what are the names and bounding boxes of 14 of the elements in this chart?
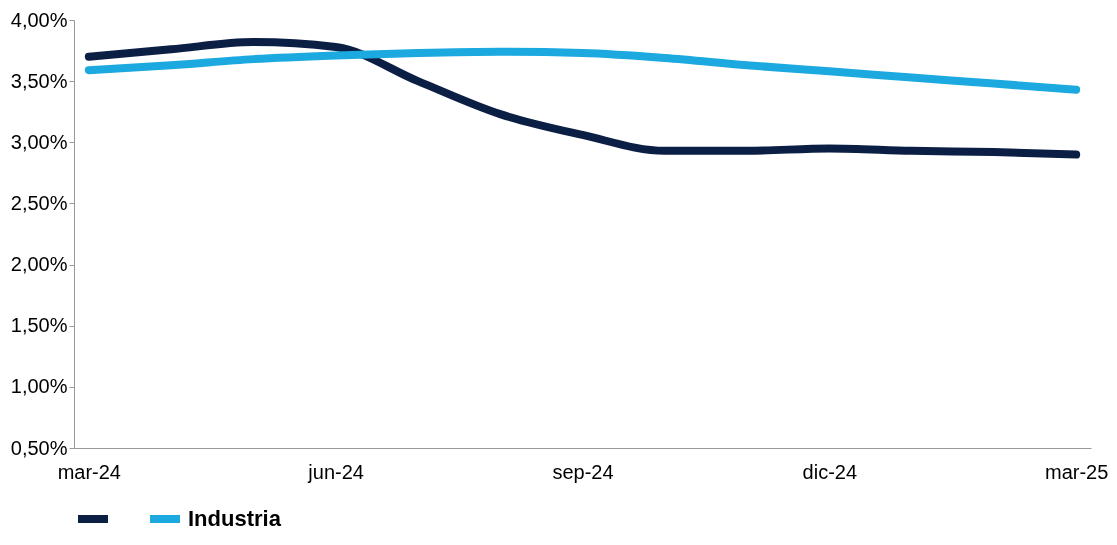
y-tick-label: 2,50% [10, 191, 68, 214]
y-tick-label: 3,00% [10, 130, 68, 153]
x-tick-label: mar-24 [57, 460, 121, 483]
y-tick-label: 1,00% [10, 375, 68, 398]
x-tick-label: mar-25 [1045, 460, 1109, 483]
y-tick-label: 4,00% [10, 8, 68, 31]
x-tick-label: jun-24 [307, 460, 364, 483]
y-tick-label: 3,50% [10, 69, 68, 92]
x-tick-label: sep-24 [552, 460, 614, 483]
y-tick-label: 1,50% [10, 314, 68, 337]
y-tick-label: 0,50% [10, 436, 68, 459]
y-tick-label: 2,00% [10, 253, 68, 276]
legend-label: Industria [188, 506, 282, 531]
x-tick-label: dic-24 [802, 460, 858, 483]
